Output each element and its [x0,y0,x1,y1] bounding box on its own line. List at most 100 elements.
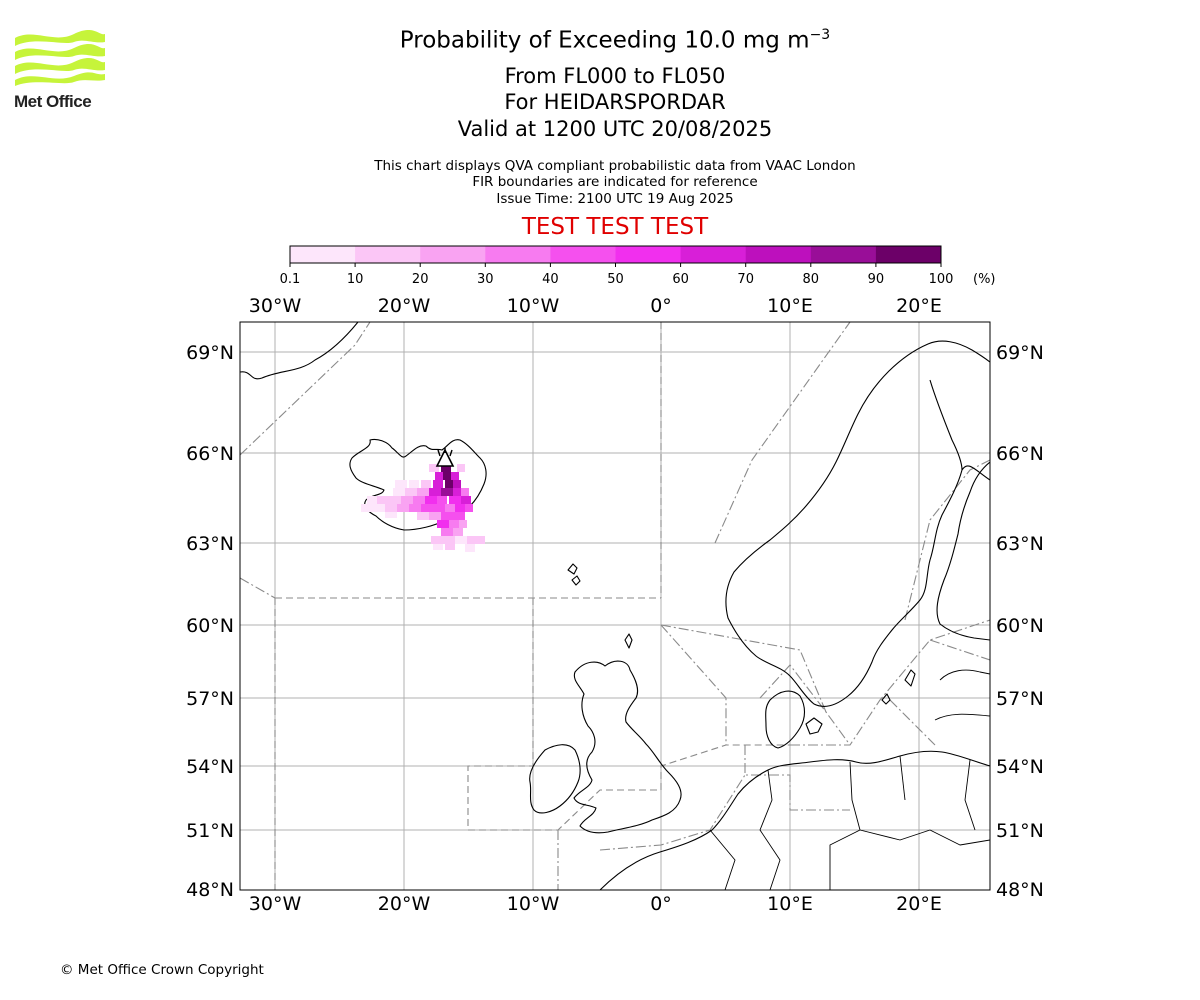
probability-cell [435,472,443,480]
lat-label-right: 60°N [996,615,1044,637]
lon-label-bottom: 20°W [378,893,431,915]
title-text: Probability of Exceeding 10.0 mg m [399,27,810,54]
probability-cell [449,520,459,528]
probability-cell [433,504,445,512]
probability-cell [385,504,397,512]
lat-label-left: 48°N [186,879,234,901]
colorbar-tick-label: 20 [412,272,429,287]
lat-label-right: 48°N [996,879,1044,901]
lon-label-top: 30°W [249,295,302,317]
colorbar-tick-label: 30 [477,272,494,287]
probability-cell [455,504,467,512]
probability-cell [453,488,463,496]
lon-label-top: 10°W [507,295,560,317]
lon-label-bottom: 30°W [249,893,302,915]
lat-label-left: 54°N [186,756,234,778]
probability-cell [429,488,441,496]
probability-cell [457,464,465,472]
probability-cell [437,496,447,504]
probability-cell [445,480,455,488]
probability-cell [449,496,461,504]
coastlines [240,322,990,890]
lon-label-bottom: 0° [650,893,672,915]
map-axis-labels: 30°W 30°W 20°W 20°W 10°W 10°W 0° 0° 10°E 10°E 20°E… [186,295,1044,915]
probability-cell [461,496,471,504]
map-content [240,322,990,890]
lat-label-left: 69°N [186,342,234,364]
probability-cell [445,504,455,512]
map-background [240,322,990,890]
colorbar-segment [485,246,551,263]
probability-cell [441,464,451,472]
probability-cell [421,504,433,512]
probability-cell [445,544,455,550]
probability-cell [433,544,443,550]
issue-time: Issue Time: 2100 UTC 19 Aug 2025 [496,191,734,207]
probability-cell [373,504,385,512]
probability-cell [361,504,373,512]
copyright: © Met Office Crown Copyright [60,962,264,978]
lon-label-top: 0° [650,295,672,317]
colorbar-segment [875,246,942,263]
probability-cell [413,496,425,504]
probability-cell [409,504,421,512]
colorbar-tick-label: 40 [542,272,559,287]
lon-label-top: 10°E [767,295,813,317]
probability-cell [425,496,437,504]
lat-label-right: 63°N [996,533,1044,555]
probability-cell [451,472,459,480]
probability-cell [389,496,401,504]
probability-cell [417,512,429,520]
map-frame [239,321,991,891]
colorbar-tick-label: 50 [607,272,624,287]
colorbar-segment [355,246,421,263]
note-line-1: This chart displays QVA compliant probab… [374,158,856,174]
probability-cell [393,488,405,496]
probability-cell [429,512,441,520]
probability-cell [443,536,455,544]
colorbar-tick-label: 90 [868,272,885,287]
lat-label-right: 51°N [996,820,1044,842]
probability-cell [385,512,397,518]
probability-cell [441,488,453,496]
valid-time: Valid at 1200 UTC 20/08/2025 [457,117,773,141]
probability-cell [421,480,431,488]
title-exponent: −3 [809,27,831,43]
probability-cell [401,496,413,504]
probability-cell [461,488,469,496]
lat-label-right: 66°N [996,443,1044,465]
colorbar-tick-label: 70 [737,272,754,287]
lat-label-left: 60°N [186,615,234,637]
colorbar-tick-label: 0.1 [280,272,301,287]
lat-label-left: 66°N [186,443,234,465]
colorbar-segment [745,246,812,263]
probability-cell [477,536,485,544]
colorbar-tick-label: 80 [803,272,820,287]
probability-cell [377,496,389,504]
graticule [240,322,990,890]
colorbar-segment [680,246,747,263]
probability-cell [395,480,407,488]
lon-label-top: 20°E [896,295,942,317]
volcano-marker-icon [435,448,455,467]
lon-label-top: 20°W [378,295,431,317]
level-range: From FL000 to FL050 [504,64,726,88]
lat-label-left: 63°N [186,533,234,555]
probability-cell [465,544,475,552]
probability-cell [431,536,443,544]
colorbar-segment [420,246,486,263]
volcano-line: For HEIDARSPORDAR [504,90,726,114]
colorbar-segment [290,246,356,263]
probability-cell [441,512,453,520]
chart-title: Probability of Exceeding 10.0 mg m−3 [0,27,1200,54]
lat-label-left: 57°N [186,688,234,710]
probability-cell [453,528,463,536]
ash-probability-field [361,464,485,552]
colorbar-segment [550,246,616,263]
fir-boundaries [240,322,990,890]
colorbar-tick-label: 60 [672,272,689,287]
lat-label-right: 54°N [996,756,1044,778]
probability-cell [367,496,377,504]
probability-cell [441,528,453,536]
